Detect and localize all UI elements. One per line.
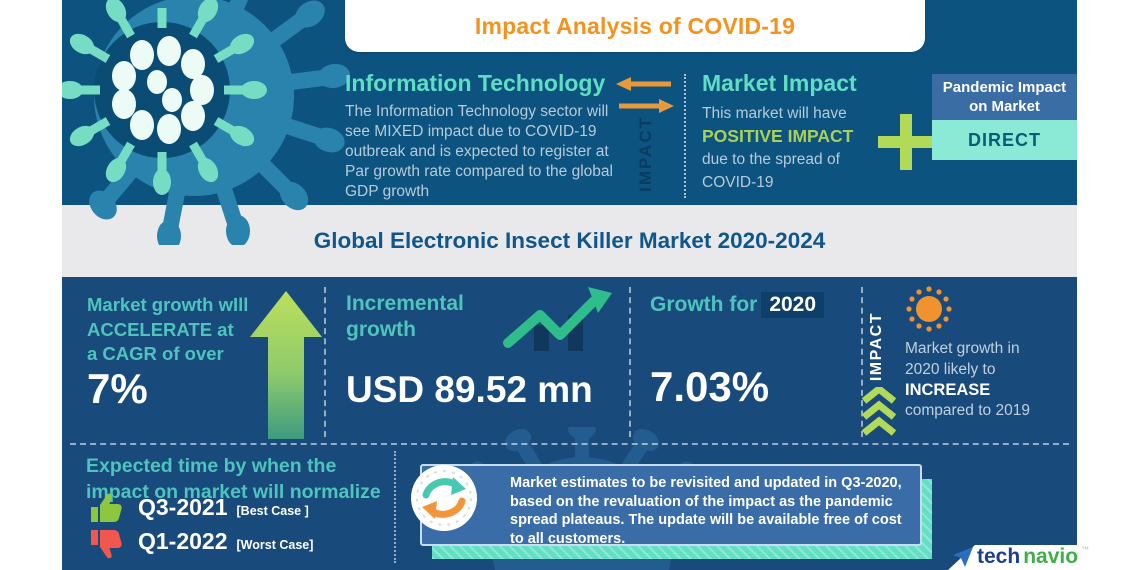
normalize-title: Expected time by when the impact on mark… [86, 455, 381, 503]
pandemic-impact-box: Pandemic Impact on Market DIRECT [932, 74, 1077, 160]
logo-text-navio: navio [1023, 545, 1079, 568]
bottom-section-divider [394, 451, 396, 563]
note-text: Market estimates to be revisited and upd… [510, 475, 902, 547]
worst-case-label: [Worst Case] [236, 538, 314, 552]
thumbs-down-icon [91, 530, 122, 559]
stats-divider-1 [324, 287, 326, 437]
sector-title: Information Technology [345, 70, 606, 96]
worst-case-value: Q1-2022 [138, 528, 228, 554]
chevrons-up-icon [862, 387, 896, 436]
growth-2020-label: Growth for 2020 [650, 292, 825, 318]
stats-band: Market growth wIll ACCELERATE at a CAGR … [62, 277, 1077, 570]
horizontal-divider [70, 443, 1069, 445]
sync-icon [411, 465, 477, 531]
stats-divider-2 [629, 287, 631, 437]
pandemic-impact-value: DIRECT [932, 120, 1077, 160]
best-case-value: Q3-2021 [138, 494, 228, 520]
market-title: Global Electronic Insect Killer Market 2… [313, 228, 826, 253]
impact-vertical-label-top: IMPACT [636, 116, 655, 192]
header-banner: Impact Analysis of COVID-19 [345, 0, 925, 52]
positive-impact-label: POSITIVE IMPACT [702, 126, 854, 146]
best-case-label: [Best Case ] [236, 504, 309, 518]
swap-arrows-icon [616, 77, 674, 113]
coronavirus-icon [62, 0, 350, 245]
technavio-logo: tech navio ™ [952, 545, 1089, 569]
market-impact-text: This market will have POSITIVE IMPACT du… [702, 102, 892, 194]
growth-2020-value: 7.03% [650, 363, 770, 410]
market-impact-title: Market Impact [702, 70, 857, 96]
sector-description: The Information Technology sector will s… [345, 103, 613, 200]
logo-trademark: ™ [1081, 545, 1090, 554]
incremental-growth-label: Incremental growth [346, 292, 464, 341]
worst-case-row: Q1-2022 [Worst Case] [138, 528, 313, 555]
market-impact-line3: COVID-19 [702, 174, 774, 191]
impact-vertical-label-bottom: IMPACT [868, 312, 885, 382]
logo-text-tech: tech [977, 545, 1021, 568]
thumbs-up-icon [91, 493, 122, 522]
best-case-row: Q3-2021 [Best Case ] [138, 494, 309, 521]
incremental-growth-value: USD 89.52 mn [346, 369, 593, 410]
pandemic-impact-label: Pandemic Impact on Market [932, 74, 1077, 120]
cagr-value: 7% [87, 365, 148, 412]
market-impact-line2: due to the spread of [702, 151, 840, 168]
increase-label: INCREASE [905, 381, 991, 399]
virus-sun-icon [906, 286, 952, 332]
plus-icon [878, 114, 934, 170]
note-box: Market estimates to be revisited and upd… [420, 464, 922, 547]
up-arrow-icon [250, 291, 322, 439]
cagr-text: Market growth wIll ACCELERATE at a CAGR … [87, 294, 249, 364]
impact-2020-text: Market growth in 2020 likely to INCREASE… [905, 339, 1077, 421]
top-section-divider [684, 74, 686, 198]
stats-divider-3 [861, 287, 863, 437]
technavio-arrow-icon [953, 547, 973, 567]
year-badge: 2020 [761, 292, 825, 318]
market-impact-line1: This market will have [702, 105, 847, 122]
growth-chart-icon [503, 287, 612, 351]
page-title: Impact Analysis of COVID-19 [474, 12, 796, 39]
